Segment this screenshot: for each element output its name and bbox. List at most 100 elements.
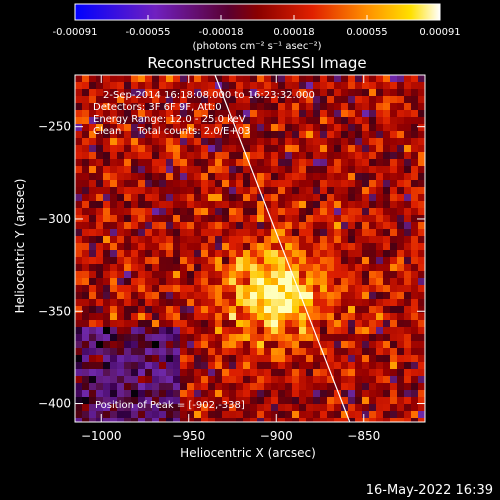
heatmap-cell xyxy=(173,180,181,188)
heatmap-cell xyxy=(152,411,160,419)
heatmap-cell xyxy=(292,383,300,391)
heatmap-cell xyxy=(124,341,132,349)
heatmap-cell xyxy=(376,166,384,174)
heatmap-cell xyxy=(390,159,398,167)
heatmap-cell xyxy=(82,180,90,188)
heatmap-cell xyxy=(411,138,419,146)
heatmap-cell xyxy=(75,173,83,181)
heatmap-cell xyxy=(334,124,342,132)
heatmap-cell xyxy=(159,292,167,300)
heatmap-cell xyxy=(166,222,174,230)
heatmap-cell xyxy=(264,341,272,349)
heatmap-cell xyxy=(89,313,97,321)
heatmap-cell xyxy=(320,390,328,398)
heatmap-cell xyxy=(201,89,209,97)
heatmap-cell xyxy=(222,271,230,279)
heatmap-cell xyxy=(131,418,139,422)
heatmap-cell xyxy=(320,404,328,412)
heatmap-cell xyxy=(201,299,209,307)
heatmap-cell xyxy=(404,411,412,419)
heatmap-cell xyxy=(166,124,174,132)
heatmap-cell xyxy=(292,222,300,230)
heatmap-cell xyxy=(173,278,181,286)
heatmap-cell xyxy=(103,110,111,118)
heatmap-cell xyxy=(103,299,111,307)
heatmap-cell xyxy=(215,376,223,384)
heatmap-cell xyxy=(194,236,202,244)
chart-title: Reconstructed RHESSI Image xyxy=(147,54,366,72)
heatmap-cell xyxy=(271,362,279,370)
heatmap-cell xyxy=(131,271,139,279)
heatmap-cell xyxy=(292,320,300,328)
heatmap-cell xyxy=(369,306,377,314)
heatmap-cell xyxy=(103,292,111,300)
heatmap-cell xyxy=(306,152,314,160)
heatmap-cell xyxy=(82,341,90,349)
heatmap-cell xyxy=(320,348,328,356)
heatmap-cell xyxy=(383,376,391,384)
heatmap-cell xyxy=(75,145,83,153)
heatmap-cell xyxy=(166,264,174,272)
heatmap-cell xyxy=(194,397,202,405)
heatmap-cell xyxy=(362,89,370,97)
heatmap-cell xyxy=(348,285,356,293)
heatmap-cell xyxy=(257,383,265,391)
heatmap-cell xyxy=(229,103,237,111)
heatmap-cell xyxy=(348,180,356,188)
heatmap-cell xyxy=(369,292,377,300)
heatmap-cell xyxy=(299,383,307,391)
heatmap-cell xyxy=(292,264,300,272)
heatmap-cell xyxy=(362,159,370,167)
heatmap-cell xyxy=(397,404,405,412)
heatmap-cell xyxy=(320,285,328,293)
heatmap-cell xyxy=(250,110,258,118)
heatmap-cell xyxy=(96,404,104,412)
heatmap-cell xyxy=(89,257,97,265)
heatmap-cell xyxy=(103,166,111,174)
heatmap-cell xyxy=(383,159,391,167)
heatmap-cell xyxy=(313,208,321,216)
heatmap-cell xyxy=(222,278,230,286)
heatmap-cell xyxy=(306,362,314,370)
heatmap-cell xyxy=(152,222,160,230)
heatmap-cell xyxy=(152,236,160,244)
heatmap-cell xyxy=(187,208,195,216)
heatmap-cell xyxy=(243,271,251,279)
heatmap-cell xyxy=(229,257,237,265)
heatmap-cell xyxy=(222,383,230,391)
heatmap-cell xyxy=(362,166,370,174)
heatmap-cell xyxy=(110,194,118,202)
heatmap-cell xyxy=(173,285,181,293)
heatmap-cell xyxy=(348,397,356,405)
heatmap-cell xyxy=(271,334,279,342)
heatmap-cell xyxy=(264,271,272,279)
heatmap-cell xyxy=(271,124,279,132)
heatmap-cell xyxy=(229,355,237,363)
heatmap-cell xyxy=(159,208,167,216)
heatmap-cell xyxy=(124,222,132,230)
heatmap-cell xyxy=(145,208,153,216)
heatmap-cell xyxy=(306,285,314,293)
heatmap-cell xyxy=(418,243,425,251)
heatmap-cell xyxy=(222,334,230,342)
heatmap-cell xyxy=(411,369,419,377)
heatmap-cell xyxy=(390,208,398,216)
heatmap-cell xyxy=(299,96,307,104)
heatmap-cell xyxy=(194,334,202,342)
heatmap-cell xyxy=(362,285,370,293)
heatmap-cell xyxy=(341,376,349,384)
heatmap-cell xyxy=(180,145,188,153)
heatmap-cell xyxy=(236,362,244,370)
heatmap-cell xyxy=(404,187,412,195)
heatmap-cell xyxy=(313,82,321,90)
heatmap-cell xyxy=(320,187,328,195)
heatmap-cell xyxy=(362,250,370,258)
heatmap-cell xyxy=(299,257,307,265)
heatmap-cell xyxy=(208,278,216,286)
heatmap-cell xyxy=(215,96,223,104)
heatmap-cell xyxy=(383,208,391,216)
heatmap-cell xyxy=(208,355,216,363)
heatmap-cell xyxy=(222,243,230,251)
heatmap-cell xyxy=(418,187,425,195)
y-tick-label: −250 xyxy=(38,120,71,134)
